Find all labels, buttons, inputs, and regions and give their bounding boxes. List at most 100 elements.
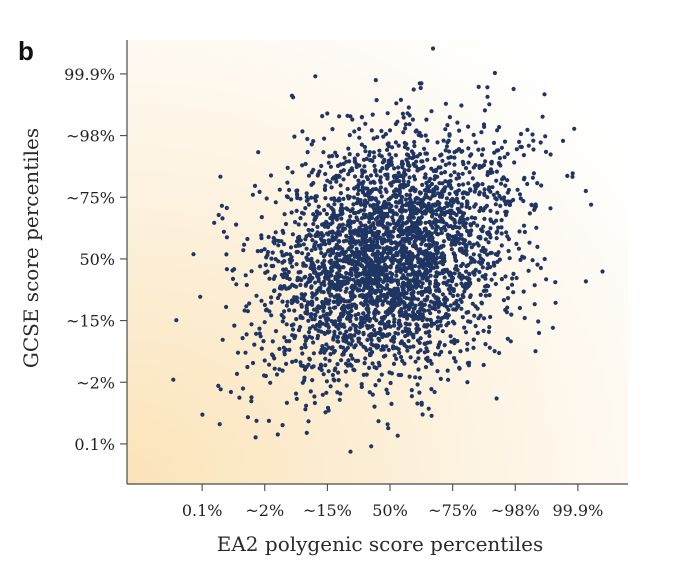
scatter-point — [433, 229, 438, 235]
scatter-point — [375, 243, 380, 248]
scatter-point — [384, 211, 389, 216]
scatter-point — [332, 348, 337, 354]
scatter-point — [438, 191, 443, 196]
scatter-point — [536, 319, 541, 324]
scatter-point — [385, 147, 390, 152]
scatter-point — [422, 324, 427, 329]
scatter-point — [241, 248, 246, 253]
scatter-point — [354, 164, 359, 170]
scatter-point — [278, 284, 283, 289]
scatter-point — [479, 248, 484, 253]
scatter-point — [304, 308, 310, 313]
scatter-point — [422, 252, 427, 257]
scatter-point — [277, 346, 282, 351]
scatter-point — [511, 290, 516, 295]
scatter-point — [350, 356, 355, 361]
scatter-point — [371, 301, 376, 306]
scatter-point — [415, 154, 420, 159]
scatter-point — [338, 169, 344, 174]
scatter-point — [472, 271, 477, 276]
scatter-point — [310, 275, 315, 281]
scatter-point — [309, 285, 314, 290]
scatter-point — [481, 316, 487, 321]
scatter-point — [406, 338, 411, 344]
scatter-point — [371, 179, 376, 184]
scatter-point — [403, 208, 408, 213]
data-points — [171, 46, 605, 454]
scatter-point — [268, 173, 274, 178]
scatter-point — [341, 265, 346, 270]
scatter-point — [302, 375, 307, 380]
scatter-point — [418, 336, 423, 341]
scatter-point — [385, 422, 390, 427]
scatter-point — [299, 302, 304, 307]
scatter-point — [320, 344, 325, 349]
scatter-point — [495, 259, 500, 264]
scatter-point — [505, 151, 510, 156]
scatter-point — [405, 316, 410, 321]
scatter-point — [565, 173, 570, 178]
scatter-point — [355, 259, 360, 264]
scatter-point — [473, 140, 478, 145]
scatter-point — [351, 367, 356, 372]
scatter-point — [532, 283, 537, 288]
scatter-point — [424, 278, 429, 283]
scatter-point — [465, 199, 470, 205]
scatter-point — [332, 260, 337, 265]
scatter-point — [512, 160, 517, 165]
scatter-point — [444, 323, 449, 328]
scatter-point — [345, 207, 350, 212]
scatter-point — [325, 329, 330, 334]
scatter-point — [228, 389, 233, 395]
scatter-point — [405, 348, 410, 353]
scatter-point — [324, 379, 329, 384]
scatter-point — [394, 223, 399, 228]
scatter-point — [280, 299, 285, 304]
scatter-point — [305, 150, 310, 155]
scatter-point — [401, 314, 406, 319]
scatter-point — [505, 336, 510, 341]
scatter-point — [448, 215, 453, 220]
scatter-point — [415, 401, 420, 406]
scatter-point — [419, 159, 424, 164]
scatter-point — [445, 315, 450, 320]
scatter-point — [410, 267, 415, 272]
scatter-point — [424, 297, 429, 302]
scatter-point — [461, 182, 466, 187]
scatter-point — [364, 254, 369, 259]
scatter-point — [388, 324, 393, 329]
scatter-point — [306, 252, 311, 257]
scatter-point — [504, 310, 509, 315]
scatter-point — [354, 305, 359, 310]
scatter-point — [321, 233, 326, 238]
scatter-point — [391, 229, 396, 234]
scatter-point — [411, 162, 416, 167]
scatter-point — [460, 191, 465, 196]
scatter-point — [234, 371, 240, 376]
scatter-point — [384, 268, 389, 273]
scatter-point — [359, 382, 364, 387]
scatter-point — [473, 216, 478, 221]
scatter-point — [456, 147, 462, 152]
scatter-point — [455, 237, 460, 242]
scatter-point — [394, 356, 399, 361]
scatter-point — [370, 350, 375, 355]
scatter-point — [191, 252, 196, 257]
scatter-point — [306, 202, 312, 207]
scatter-point — [485, 195, 490, 200]
scatter-point — [399, 309, 404, 314]
scatter-point — [325, 317, 330, 322]
scatter-point — [412, 143, 417, 149]
scatter-point — [322, 208, 327, 213]
scatter-point — [368, 317, 373, 322]
scatter-point — [418, 348, 423, 353]
scatter-point — [342, 304, 347, 309]
scatter-point — [494, 197, 499, 202]
scatter-point — [451, 293, 456, 298]
scatter-point — [497, 350, 502, 356]
scatter-point — [315, 231, 320, 236]
scatter-point — [403, 197, 408, 202]
scatter-point — [457, 241, 462, 246]
scatter-point — [393, 211, 398, 216]
scatter-point — [452, 337, 457, 342]
